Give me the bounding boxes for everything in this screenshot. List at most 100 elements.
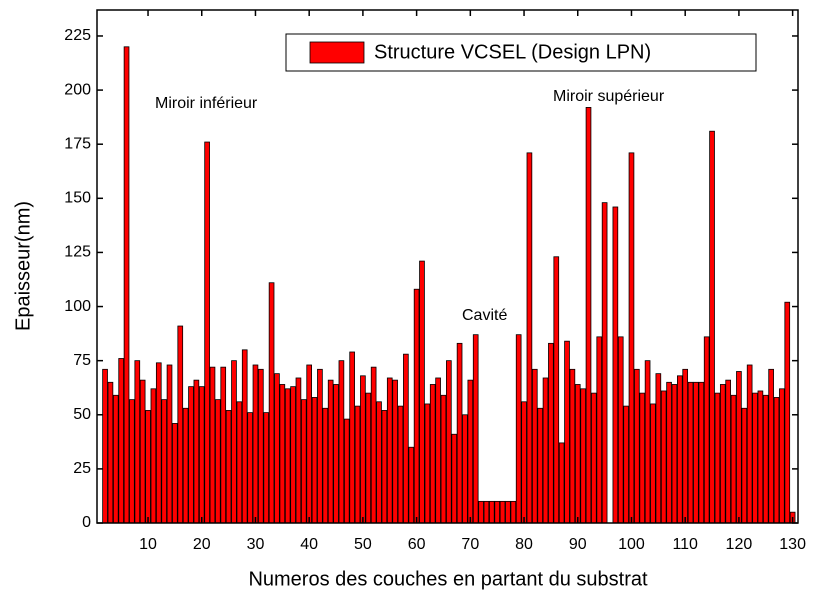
y-tick-label: 225 <box>64 27 91 44</box>
x-tick-label: 50 <box>354 536 372 553</box>
bar <box>376 401 382 524</box>
bar <box>317 368 323 524</box>
bar <box>779 388 785 524</box>
y-axis-label: Epaisseur(nm) <box>12 201 34 331</box>
bar <box>435 377 441 524</box>
bar <box>295 377 302 524</box>
bar <box>542 377 549 524</box>
x-tick-label: 30 <box>247 536 265 553</box>
y-tick-label: 175 <box>64 135 91 152</box>
bar <box>419 260 425 524</box>
annotation: Cavité <box>462 307 507 324</box>
bar <box>333 384 339 524</box>
bar <box>252 364 259 524</box>
bar <box>574 384 581 524</box>
bar <box>365 392 372 524</box>
bar <box>172 423 178 524</box>
bar <box>236 401 243 524</box>
bar <box>123 46 130 524</box>
y-tick-label: 50 <box>73 406 91 423</box>
bar <box>381 410 388 524</box>
bar <box>338 360 345 524</box>
bar <box>424 403 431 524</box>
bar <box>300 399 307 524</box>
bar <box>768 368 774 524</box>
bar <box>644 360 651 524</box>
bar <box>215 399 221 524</box>
bar <box>247 412 253 524</box>
bar <box>773 397 780 524</box>
bar <box>762 394 769 524</box>
bar <box>639 392 646 524</box>
bar <box>585 107 592 524</box>
bar <box>746 364 753 524</box>
bar <box>478 500 484 524</box>
bar <box>134 360 141 524</box>
bar <box>241 349 248 524</box>
bar <box>601 202 608 524</box>
y-tick-label: 150 <box>64 190 91 207</box>
bar <box>494 500 501 524</box>
bar <box>139 379 146 524</box>
bar <box>558 442 565 524</box>
bar <box>413 288 420 524</box>
bar <box>505 500 511 524</box>
y-tick-label: 25 <box>73 460 91 477</box>
bar <box>284 388 291 524</box>
bar <box>107 381 114 524</box>
bar <box>263 412 270 524</box>
bar <box>499 500 506 524</box>
bar <box>564 340 570 524</box>
x-tick-label: 90 <box>569 536 587 553</box>
x-tick-label: 20 <box>193 536 211 553</box>
bar <box>730 394 737 524</box>
x-tick-label: 10 <box>139 536 157 553</box>
bar <box>596 336 603 524</box>
bar <box>623 405 629 524</box>
bar <box>306 364 312 524</box>
legend-label: Structure VCSEL (Design LPN) <box>374 41 651 63</box>
x-tick-label: 130 <box>779 536 806 553</box>
bar <box>671 384 678 524</box>
bar <box>386 377 393 524</box>
bar <box>290 386 296 524</box>
bar <box>150 388 157 524</box>
bar <box>655 373 662 524</box>
bar <box>204 141 210 524</box>
bar <box>698 381 705 524</box>
bar <box>327 379 334 524</box>
x-tick-label: 70 <box>461 536 479 553</box>
bar <box>225 410 232 524</box>
bar <box>360 375 366 524</box>
bar <box>462 414 468 524</box>
bar <box>456 342 463 524</box>
bar <box>703 336 710 524</box>
x-tick-label: 80 <box>515 536 533 553</box>
bar <box>580 388 586 524</box>
bar <box>408 446 415 524</box>
bar <box>279 384 286 524</box>
bar <box>660 390 667 524</box>
bar <box>177 325 184 524</box>
legend-swatch <box>309 41 365 64</box>
bar <box>677 375 683 524</box>
bar <box>488 500 495 524</box>
y-tick-label: 100 <box>64 298 91 315</box>
bar <box>709 130 715 524</box>
bar <box>784 301 791 524</box>
plot-frame <box>96 9 799 524</box>
bar <box>129 399 135 524</box>
y-tick-label: 0 <box>82 514 91 531</box>
bar <box>343 418 350 524</box>
bar <box>193 379 200 524</box>
bar <box>719 384 726 524</box>
bar <box>591 392 597 524</box>
bar <box>736 371 742 524</box>
bar <box>714 392 721 524</box>
bar <box>650 403 656 524</box>
bar <box>752 392 758 524</box>
bar <box>161 399 167 524</box>
bar <box>182 407 189 524</box>
bar <box>102 368 108 524</box>
